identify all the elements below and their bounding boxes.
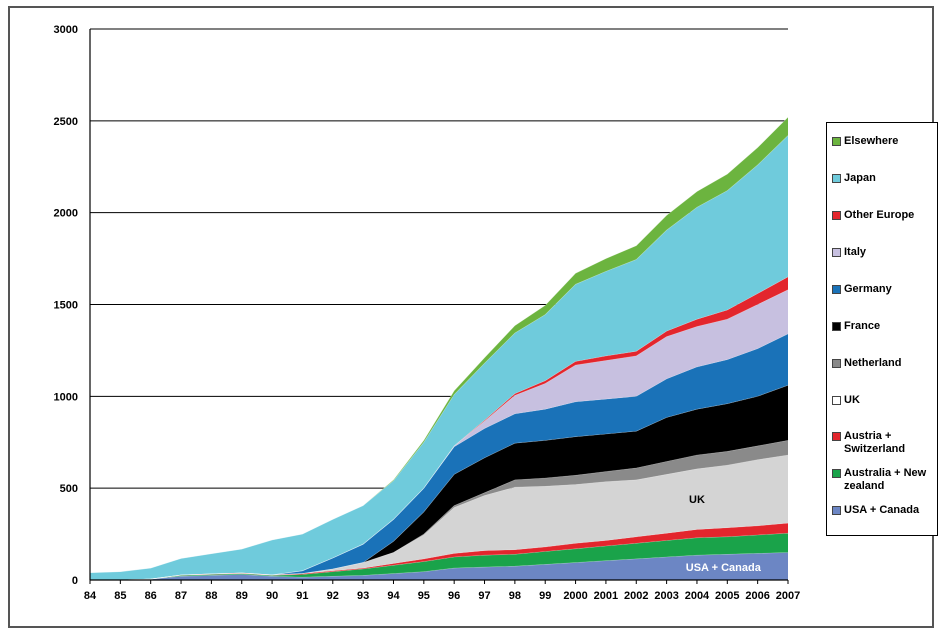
legend-swatch — [832, 469, 841, 478]
series-area-australia-new-zealand — [90, 533, 788, 580]
x-tick-label: 99 — [539, 590, 551, 602]
x-tick-label: 2006 — [745, 590, 769, 602]
legend-label: USA + Canada — [844, 504, 920, 516]
x-tick-label: 88 — [205, 590, 217, 602]
legend-label: Australia + New zealand — [844, 467, 927, 492]
legend-label: Germany — [844, 283, 892, 295]
legend-label: Netherland — [844, 357, 902, 369]
x-tick-label: 97 — [478, 590, 490, 602]
series-boundary — [90, 333, 789, 581]
legend-swatch — [832, 137, 841, 146]
x-tick-label: 95 — [418, 590, 430, 602]
x-tick-label: 90 — [266, 590, 278, 602]
series-area-uk — [90, 455, 788, 580]
x-tick-label: 91 — [296, 590, 308, 602]
y-tick-label: 500 — [60, 483, 78, 495]
legend-label: Elsewhere — [844, 135, 899, 147]
series-boundary — [90, 385, 789, 581]
annotation-label: UK — [689, 494, 705, 506]
annotation-label: USA + Canada — [686, 562, 762, 574]
legend-label: France — [844, 320, 881, 332]
x-tick-label: 85 — [114, 590, 126, 602]
legend-label: Japan — [844, 172, 876, 184]
x-tick-label: 94 — [387, 590, 400, 602]
legend-swatch — [832, 285, 841, 294]
x-tick-label: 98 — [509, 590, 521, 602]
series-area-italy — [90, 289, 788, 580]
series-boundary — [90, 276, 789, 581]
series-area-france — [90, 385, 788, 580]
x-tick-label: 89 — [236, 590, 248, 602]
series-boundary — [89, 135, 789, 573]
legend-label: Austria + Switzerland — [844, 430, 906, 455]
series-boundary — [90, 454, 789, 581]
series-area-austria-switzerland — [90, 523, 788, 580]
x-tick-label: 2004 — [685, 590, 710, 602]
y-tick-label: 1000 — [54, 391, 78, 403]
chart-legend: Elsewhere Japan Other Europe Italy Germa… — [826, 122, 938, 536]
legend-swatch — [832, 396, 841, 405]
x-tick-label: 92 — [327, 590, 339, 602]
x-tick-label: 2000 — [563, 590, 587, 602]
legend-label: UK — [844, 394, 860, 406]
y-tick-label: 1500 — [54, 300, 78, 312]
x-tick-label: 2005 — [715, 590, 739, 602]
y-tick-label: 2000 — [54, 208, 78, 220]
x-tick-label: 84 — [84, 590, 97, 602]
legend-swatch — [832, 506, 841, 515]
legend-swatch — [832, 432, 841, 441]
legend-swatch — [832, 248, 841, 257]
x-tick-label: 2002 — [624, 590, 648, 602]
series-boundary — [90, 522, 789, 581]
y-tick-label: 0 — [72, 575, 78, 587]
legend-swatch — [832, 174, 841, 183]
legend-label: Italy — [844, 246, 867, 258]
x-tick-label: 86 — [145, 590, 157, 602]
legend-swatch — [832, 322, 841, 331]
legend-swatch — [832, 359, 841, 368]
series-boundary — [90, 289, 789, 581]
x-tick-label: 87 — [175, 590, 187, 602]
x-tick-label: 2003 — [654, 590, 678, 602]
y-tick-label: 3000 — [54, 24, 78, 36]
x-tick-label: 2007 — [776, 590, 800, 602]
legend-swatch — [832, 211, 841, 220]
series-boundary — [90, 440, 789, 581]
x-tick-label: 2001 — [594, 590, 618, 602]
series-boundary — [89, 116, 789, 573]
series-area-netherland — [90, 440, 788, 580]
series-boundary — [90, 532, 789, 581]
series-area-usa-canada — [90, 552, 788, 580]
x-tick-label: 96 — [448, 590, 460, 602]
series-boundary — [90, 552, 789, 581]
legend-label: Other Europe — [844, 209, 915, 221]
y-tick-label: 2500 — [54, 116, 78, 128]
x-tick-label: 93 — [357, 590, 369, 602]
